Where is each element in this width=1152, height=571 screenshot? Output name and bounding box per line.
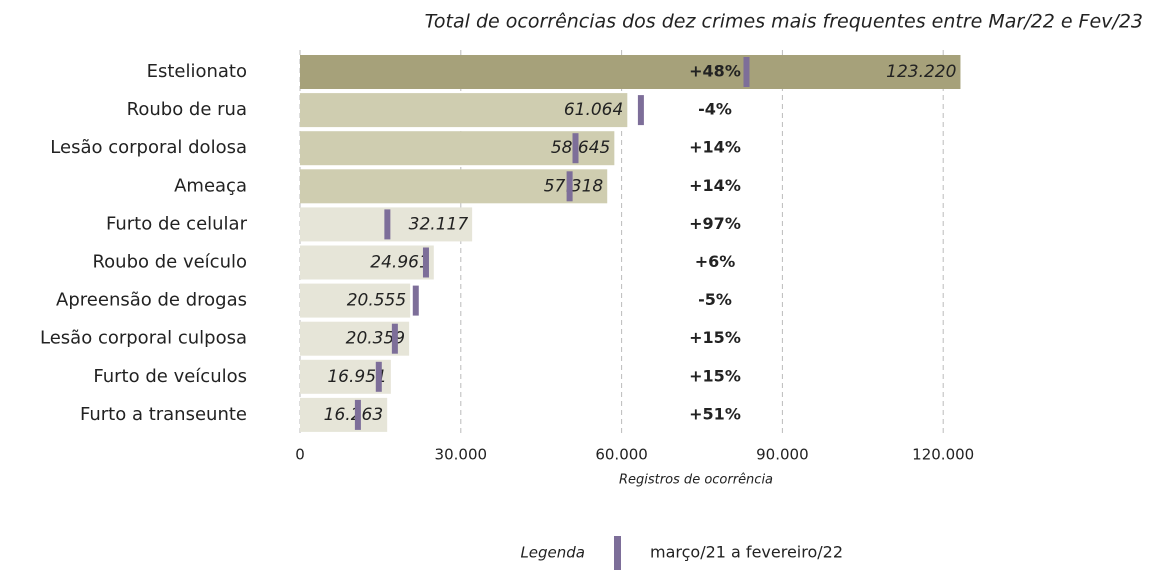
bar (300, 169, 608, 204)
previous-marker (354, 399, 361, 430)
x-tick-label: 0 (295, 446, 305, 464)
legend-title: Legenda (520, 544, 585, 562)
previous-marker (637, 95, 644, 126)
bar (300, 55, 961, 89)
bar (300, 321, 410, 356)
value-label: 57.318 (544, 176, 604, 196)
previous-marker (412, 285, 419, 316)
previous-marker (743, 57, 750, 87)
previous-marker (375, 361, 382, 392)
value-label: 58.645 (551, 138, 610, 158)
category-label: Furto de celular (106, 213, 248, 234)
change-label: +15% (689, 366, 741, 385)
category-label: Lesão corporal culposa (40, 328, 247, 349)
change-label: +6% (695, 252, 736, 271)
value-label: 123.220 (886, 62, 956, 82)
change-label: +15% (689, 328, 741, 347)
value-label: 16.263 (324, 405, 383, 425)
change-label: +14% (689, 138, 741, 157)
category-label: Lesão corporal dolosa (50, 137, 247, 158)
value-label: 16.951 (327, 367, 386, 387)
category-label: Apreensão de drogas (56, 290, 247, 311)
value-label: 20.359 (346, 329, 405, 349)
bar (300, 131, 615, 166)
legend-marker (614, 536, 621, 570)
category-label: Furto de veículos (93, 366, 247, 387)
change-label: -5% (698, 290, 732, 309)
change-label: +48% (689, 62, 741, 81)
legend-label: março/21 a fevereiro/22 (650, 543, 843, 562)
change-label: -4% (698, 100, 732, 119)
bar (300, 245, 434, 280)
bar (300, 283, 411, 318)
value-label: 24.961 (370, 253, 429, 273)
previous-marker (384, 209, 391, 240)
bar (300, 93, 628, 128)
category-label: Roubo de veículo (92, 252, 247, 273)
bar (300, 397, 388, 432)
x-axis-label: Registros de ocorrência (619, 473, 773, 488)
previous-marker (566, 171, 573, 202)
change-label: +51% (689, 404, 741, 423)
x-tick-label: 30.000 (435, 446, 488, 464)
previous-marker (422, 247, 429, 278)
change-label: +14% (689, 176, 741, 195)
x-tick-label: 90.000 (756, 446, 809, 464)
previous-marker (572, 133, 579, 164)
change-label: +97% (689, 214, 741, 233)
x-tick-label: 60.000 (595, 446, 648, 464)
value-label: 61.064 (564, 100, 623, 120)
category-label: Roubo de rua (127, 99, 247, 120)
category-label: Ameaça (174, 175, 247, 196)
chart-title: Total de ocorrências dos dez crimes mais… (425, 11, 1143, 33)
x-tick-label: 120.000 (912, 446, 974, 464)
value-label: 32.117 (409, 214, 469, 234)
value-label: 20.555 (347, 291, 406, 311)
category-label: Estelionato (147, 61, 247, 82)
previous-marker (391, 323, 398, 354)
category-label: Furto a transeunte (80, 404, 247, 425)
bar (300, 359, 391, 394)
